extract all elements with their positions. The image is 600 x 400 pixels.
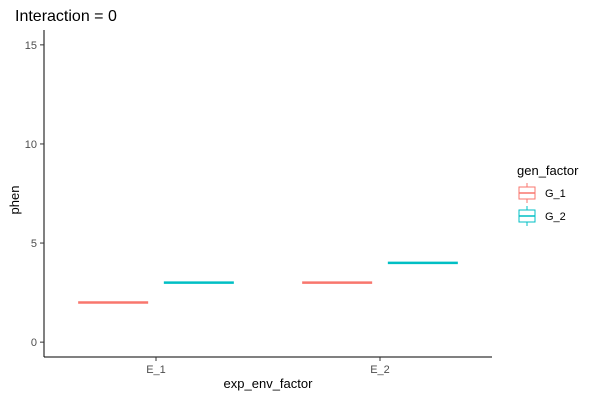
legend: gen_factor G_1 G_2 [517,163,579,226]
plot-panel: 0 5 10 15 E_1 E_2 [25,30,492,376]
legend-title: gen_factor [517,163,579,178]
x-tick-label: E_2 [370,364,390,376]
legend-items: G_1 G_2 [518,183,566,226]
y-tick-label: 5 [31,238,37,250]
chart-title: Interaction = 0 [15,8,117,25]
y-axis-title: phen [7,186,22,215]
y-tick-label: 15 [25,40,37,52]
legend-item-g_1: G_1 [518,183,566,203]
x-tick-label: E_1 [146,364,166,376]
y-axis-ticks: 0 5 10 15 [25,40,44,349]
x-axis-ticks: E_1 E_2 [146,357,390,376]
y-tick-label: 10 [25,139,37,151]
legend-item-g_2: G_2 [518,206,566,226]
x-axis-title: exp_env_factor [224,376,314,391]
y-tick-label: 0 [31,337,37,349]
legend-label: G_2 [545,211,566,223]
boxplot-marks [78,261,458,304]
legend-label: G_1 [545,188,566,200]
